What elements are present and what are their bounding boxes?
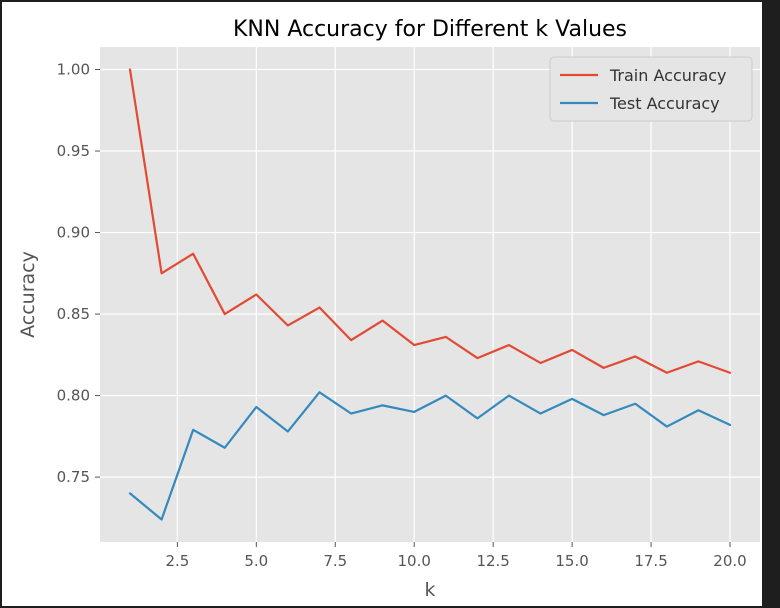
x-tick-label: 20.0 <box>713 552 746 570</box>
y-tick-label: 0.95 <box>57 142 90 160</box>
x-tick-label: 2.5 <box>165 552 189 570</box>
series-group <box>128 68 732 521</box>
x-tick-label: 10.0 <box>398 552 431 570</box>
figure: 2.5 5.0 7.5 10.0 12.5 15.0 17.5 20.0 0.75 0.80 0.… <box>2 2 762 606</box>
legend-box <box>549 56 753 122</box>
x-tick-label: 12.5 <box>476 552 509 570</box>
legend-label: Train Accuracy <box>609 66 727 85</box>
plot-background <box>100 47 760 542</box>
y-tick-label: 0.90 <box>57 224 90 242</box>
y-axis-ticks: 0.75 0.80 0.85 0.90 0.95 1.00 <box>57 61 100 486</box>
x-axis-ticks: 2.5 5.0 7.5 10.0 12.5 15.0 17.5 20.0 <box>165 542 747 570</box>
x-tick-label: 5.0 <box>244 552 268 570</box>
y-axis-label: Accuracy <box>17 251 39 338</box>
legend: Train Accuracy Test Accuracy <box>549 56 753 122</box>
chart-title: KNN Accuracy for Different k Values <box>233 17 627 42</box>
grid <box>100 47 760 542</box>
series-line-test <box>128 391 732 521</box>
x-tick-label: 15.0 <box>555 552 588 570</box>
x-axis-label: k <box>424 579 435 601</box>
x-tick-label: 7.5 <box>323 552 347 570</box>
x-tick-label: 17.5 <box>634 552 667 570</box>
line-chart: 2.5 5.0 7.5 10.0 12.5 15.0 17.5 20.0 0.750.800.… <box>17 17 760 601</box>
legend-label: Test Accuracy <box>609 94 720 113</box>
y-tick-label: 0.85 <box>57 305 90 323</box>
y-tick-label: 0.80 <box>57 387 90 405</box>
y-tick-label: 1.00 <box>57 61 90 79</box>
y-tick-label: 0.75 <box>57 468 90 486</box>
series-line-train <box>128 68 732 374</box>
